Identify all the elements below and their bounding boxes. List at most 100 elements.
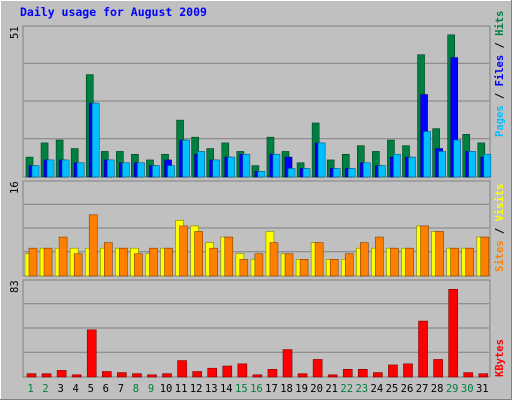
sites-bar-day-3 — [58, 236, 68, 277]
pages-bar-day-6 — [107, 159, 115, 178]
day-label-21: 21 — [325, 383, 338, 395]
kbytes-bar-day-10 — [162, 373, 172, 378]
kbytes-bar-day-28 — [433, 359, 443, 378]
day-label-2: 2 — [42, 383, 48, 395]
kbytes-bar-day-12 — [192, 371, 202, 378]
sites-bar-day-22 — [344, 253, 354, 277]
sites-bar-day-28 — [435, 231, 444, 277]
pages-bar-day-16 — [257, 171, 266, 178]
legend-kbytes: KBytes — [494, 339, 506, 377]
sites-bar-day-11 — [179, 225, 188, 277]
kbytes-bar-day-27 — [418, 320, 428, 378]
pages-bar-day-9 — [152, 165, 160, 178]
sites-bar-day-14 — [224, 236, 234, 277]
sites-bar-day-18 — [284, 253, 294, 277]
pages-bar-day-15 — [242, 153, 251, 178]
day-label-3: 3 — [57, 383, 63, 395]
day-label-20: 20 — [310, 383, 323, 395]
chart-title: Daily usage for August 2009 — [20, 5, 207, 19]
pages-bar-day-21 — [332, 168, 341, 178]
sites-bar-day-2 — [43, 247, 53, 277]
pages-bar-day-2 — [46, 159, 55, 178]
sites-bar-day-16 — [254, 253, 264, 277]
kbytes-bar-day-24 — [373, 372, 383, 378]
day-label-19: 19 — [295, 383, 308, 395]
kbytes-bar-day-7 — [117, 372, 127, 378]
pages-bar-day-7 — [122, 162, 130, 178]
kbytes-bar-day-25 — [388, 364, 398, 378]
legend-hits: Hits — [494, 11, 506, 36]
kbytes-bar-day-11 — [177, 360, 187, 378]
kbytes-bar-day-21 — [327, 374, 338, 378]
pages-bar-day-10 — [167, 165, 175, 178]
pages-bar-day-25 — [393, 153, 401, 178]
day-label-23: 23 — [355, 383, 368, 395]
kbytes-bar-day-13 — [207, 367, 218, 378]
legend-sep-3: / — [494, 221, 506, 240]
day-label-28: 28 — [431, 383, 444, 395]
kbytes-bar-day-22 — [342, 369, 353, 378]
pages-bar-day-18 — [287, 168, 296, 178]
sites-bar-day-10 — [164, 247, 173, 277]
day-label-18: 18 — [280, 383, 293, 395]
kbytes-bar-day-17 — [267, 369, 278, 378]
day-label-14: 14 — [220, 383, 233, 395]
sites-bar-day-26 — [405, 247, 414, 277]
kbytes-bar-day-23 — [358, 369, 368, 378]
day-label-7: 7 — [118, 383, 124, 395]
day-label-9: 9 — [148, 383, 154, 395]
pages-bar-day-22 — [347, 168, 356, 178]
sites-bar-day-27 — [420, 225, 429, 277]
sites-bar-day-7 — [119, 247, 128, 277]
sites-bar-day-25 — [390, 247, 399, 277]
legend-visits: Visits — [494, 183, 506, 221]
legend-sep-1: / — [494, 86, 506, 105]
kbytes-bar-day-8 — [132, 373, 142, 378]
kbytes-bar-day-19 — [297, 373, 308, 378]
svg-text:Sites / Visits: Sites / Visits — [494, 183, 506, 272]
day-label-30: 30 — [461, 383, 474, 395]
pages-bar-day-3 — [61, 159, 70, 178]
day-label-31: 31 — [476, 383, 489, 395]
visits-legend: Sites / Visits — [494, 183, 506, 272]
pages-bar-day-11 — [182, 139, 190, 178]
sites-bar-day-29 — [450, 247, 459, 277]
kbytes-bar-day-26 — [403, 363, 413, 378]
visits-max-label: 16 — [9, 181, 21, 194]
pages-bar-day-12 — [197, 151, 205, 178]
day-label-29: 29 — [446, 383, 459, 395]
kbytes-legend: KBytes — [494, 339, 506, 377]
kbytes-bar-day-6 — [102, 371, 112, 378]
pages-bar-day-29 — [453, 139, 461, 178]
day-label-10: 10 — [160, 383, 173, 395]
pages-bar-day-31 — [483, 153, 492, 178]
sites-bar-day-6 — [104, 242, 113, 277]
kbytes-bar-day-15 — [237, 363, 248, 378]
pages-bar-day-19 — [302, 168, 311, 178]
kbytes-bar-day-29 — [448, 288, 458, 378]
sites-bar-day-23 — [360, 242, 369, 277]
day-label-1: 1 — [27, 383, 33, 395]
sites-bar-day-24 — [375, 236, 384, 277]
sites-bar-day-1 — [28, 247, 38, 277]
pages-bar-day-27 — [423, 131, 431, 178]
sites-bar-day-17 — [269, 242, 279, 277]
pages-bar-day-24 — [378, 165, 386, 178]
kbytes-bar-day-18 — [282, 349, 293, 378]
kbytes-bar-day-1 — [26, 373, 37, 378]
pages-bar-day-4 — [76, 162, 85, 178]
kbytes-bar-day-16 — [252, 374, 263, 378]
day-label-17: 17 — [265, 383, 278, 395]
day-label-12: 12 — [190, 383, 203, 395]
sites-bar-day-4 — [73, 253, 83, 277]
svg-text:Pages / Files / Hits: Pages / Files / Hits — [494, 11, 506, 137]
hits-panel-bars — [24, 34, 492, 178]
day-label-11: 11 — [175, 383, 188, 395]
day-label-5: 5 — [88, 383, 94, 395]
pages-bar-day-28 — [438, 151, 446, 178]
pages-bar-day-23 — [363, 162, 371, 178]
pages-bar-day-17 — [272, 153, 281, 178]
legend-pages: Pages — [494, 105, 506, 137]
legend-sites: Sites — [494, 240, 506, 272]
